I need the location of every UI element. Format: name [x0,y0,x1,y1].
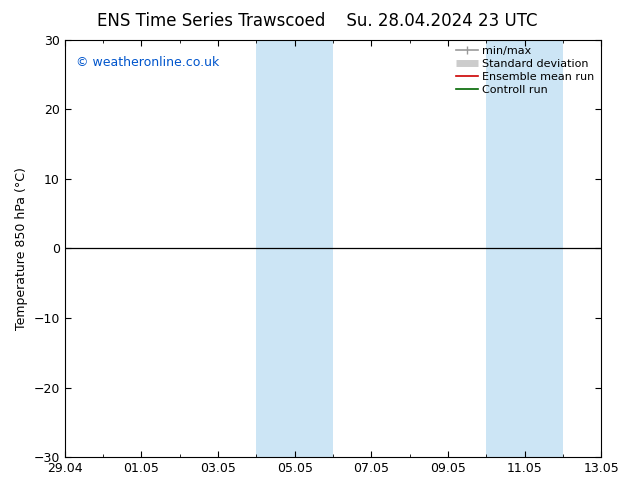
Y-axis label: Temperature 850 hPa (°C): Temperature 850 hPa (°C) [15,167,28,330]
Bar [486,40,563,457]
Text: © weatheronline.co.uk: © weatheronline.co.uk [75,56,219,69]
Text: ENS Time Series Trawscoed    Su. 28.04.2024 23 UTC: ENS Time Series Trawscoed Su. 28.04.2024… [97,12,537,30]
Bar [256,40,333,457]
Legend: min/max, Standard deviation, Ensemble mean run, Controll run: min/max, Standard deviation, Ensemble me… [452,43,598,98]
